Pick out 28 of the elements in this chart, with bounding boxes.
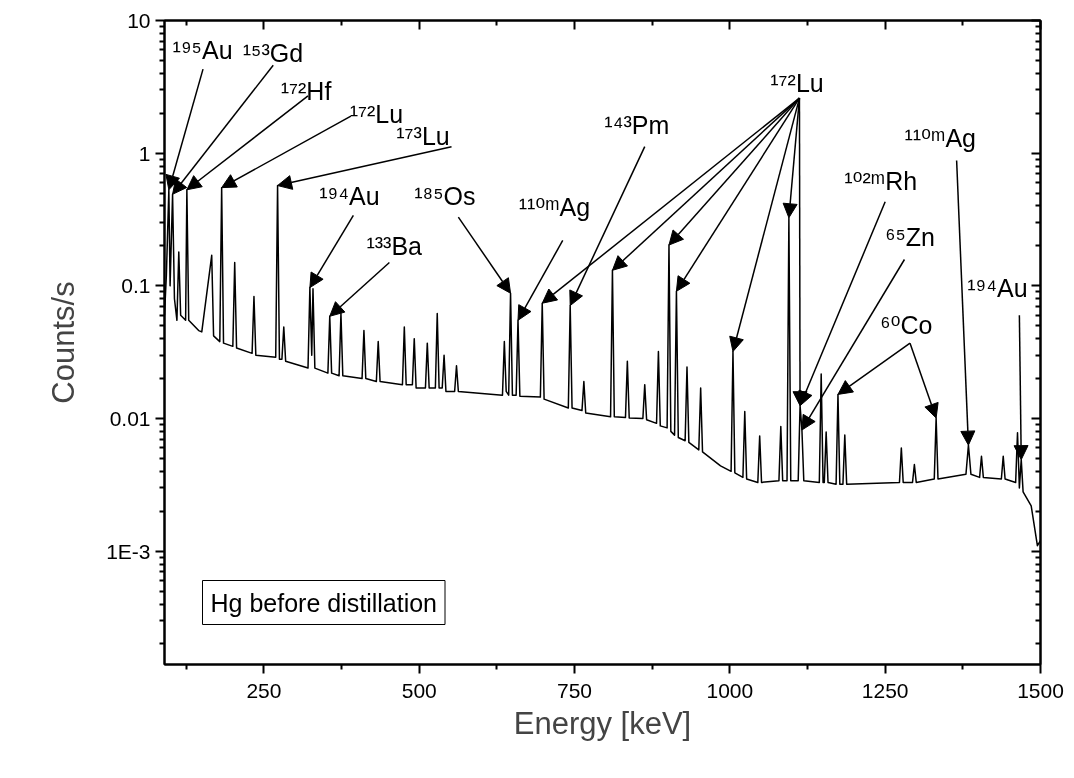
- x-tick-label: 1000: [706, 678, 754, 702]
- annotation: ¹¹⁰ᵐAg: [518, 192, 591, 221]
- annotation: ¹⁹⁵Au: [172, 36, 233, 65]
- y-tick-label: 0.01: [109, 407, 151, 431]
- annotation: ⁶⁵Zn: [885, 223, 936, 252]
- x-axis-title: Energy [keV]: [513, 705, 692, 741]
- annotation: ¹⁷²Lu: [770, 68, 824, 97]
- annotation: ¹³³Ba: [366, 232, 423, 261]
- x-tick-label: 500: [401, 678, 437, 702]
- annotation: ¹¹⁰ᵐAg: [904, 124, 977, 153]
- y-tick-label: 1E-3: [106, 539, 151, 563]
- x-tick-label: 750: [557, 678, 593, 702]
- annotation: ¹⁴³Pm: [604, 110, 670, 139]
- y-tick-label: 1: [138, 141, 151, 165]
- annotation: ⁶⁰Co: [880, 310, 933, 339]
- x-tick-label: 1500: [1017, 678, 1064, 702]
- x-tick-label: 250: [246, 678, 282, 702]
- annotation: ¹⁷²Hf: [280, 77, 332, 106]
- annotation: ¹⁹⁴Au: [967, 274, 1028, 303]
- annotation: ¹⁵³Gd: [242, 38, 304, 67]
- y-tick-label: 0.1: [121, 274, 151, 298]
- annotation: ¹⁸⁵Os: [414, 181, 476, 210]
- y-axis-title: Counts/s: [46, 281, 82, 404]
- x-tick-label: 1250: [861, 678, 909, 702]
- annotation: ¹⁰²ᵐRh: [844, 167, 918, 196]
- annotation: ¹⁹⁴Au: [319, 182, 380, 211]
- y-tick-label: 10: [127, 9, 151, 32]
- annotation: Hg before distillation: [210, 588, 438, 617]
